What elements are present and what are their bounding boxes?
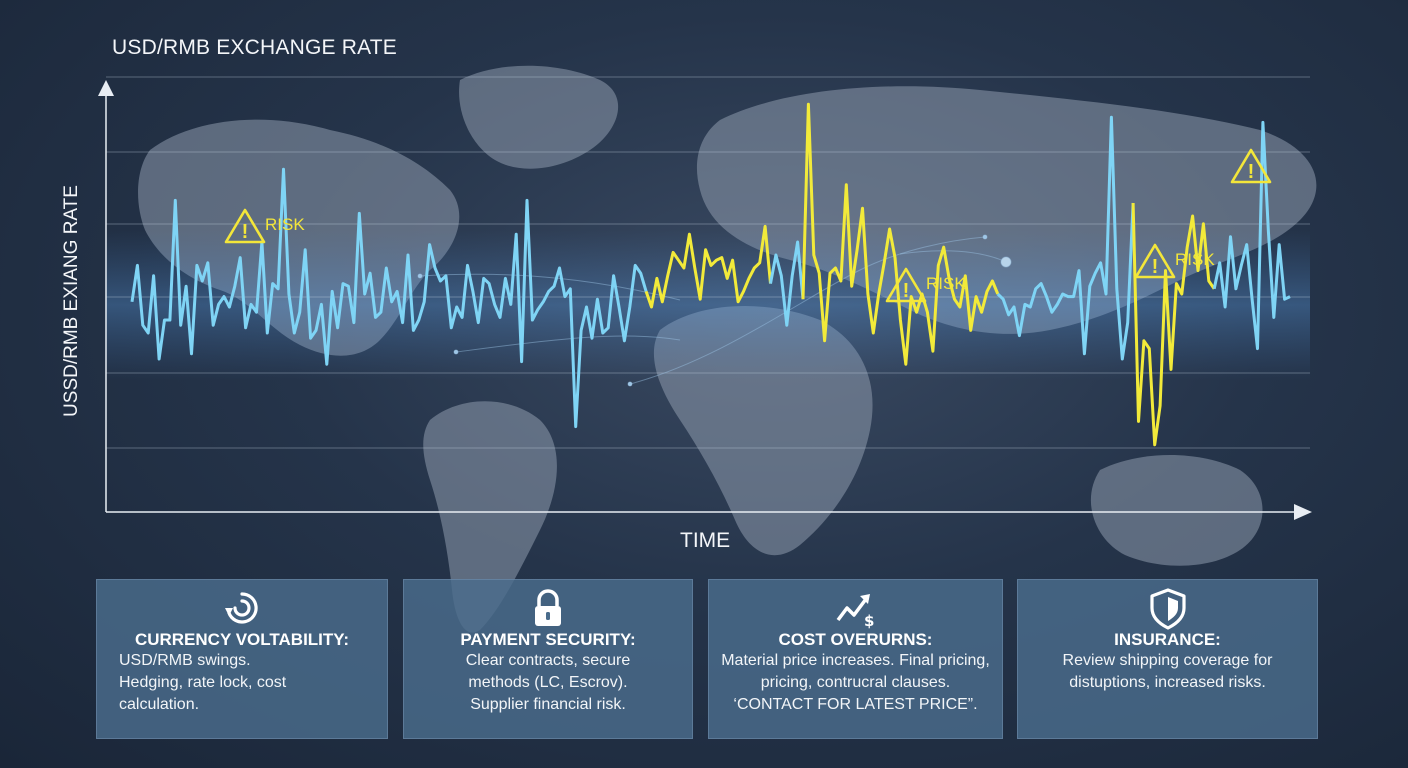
series-line [769, 240, 805, 327]
card-line: pricing, contrucral clauses. [760, 674, 951, 691]
risk-annotations: ! RISK! RISK! RISK! [224, 148, 1272, 303]
x-axis-label: TIME [680, 529, 731, 552]
card-line: distuptions, increased risks. [1069, 674, 1266, 691]
series-lines [130, 102, 1291, 447]
risk-label: RISK [926, 274, 966, 293]
card-cost-overruns: $ COST OVERURNS: Material price increase… [708, 579, 1003, 739]
risk-series-line [801, 102, 1000, 366]
trend-dollar-icon: $ [836, 594, 874, 630]
risk-label: RISK [1175, 250, 1215, 269]
card-title: COST OVERURNS: [778, 630, 933, 649]
card-line: ‘CONTACT FOR LATEST PRICE”. [733, 696, 978, 713]
lock-icon [535, 589, 561, 626]
info-cards: CURRENCY VOLTABILITY: USD/RMB swings. He… [96, 579, 1318, 739]
risk-series-line [644, 224, 772, 309]
warning-icon [1134, 243, 1176, 279]
card-currency-volatility: CURRENCY VOLTABILITY: USD/RMB swings. He… [96, 579, 388, 739]
chart-title: USD/RMB EXCHANGE RATE [112, 36, 398, 59]
card-title: INSURANCE: [1114, 630, 1221, 649]
card-line: methods (LC, Escrov). [468, 674, 628, 691]
warning-icon-mark: ! [1248, 161, 1255, 183]
shield-icon [1149, 588, 1186, 630]
warning-icon-mark: ! [242, 221, 249, 243]
series-line [996, 115, 1135, 361]
card-line: USD/RMB swings. [119, 652, 251, 669]
card-title: CURRENCY VOLTABILITY: [134, 630, 350, 649]
warning-icon-mark: ! [903, 280, 910, 302]
warning-icon [885, 267, 927, 303]
risk-label: RISK [265, 215, 305, 234]
card-line: Clear contracts, secure [465, 652, 631, 669]
warning-icon [224, 208, 266, 244]
warning-icon [1230, 148, 1272, 184]
card-line: Supplier financial risk. [470, 696, 626, 713]
y-axis-arrow [98, 80, 114, 96]
card-line: calculation. [119, 696, 200, 713]
x-axis-arrow [1294, 504, 1312, 520]
warning-icon-mark: ! [1152, 256, 1159, 278]
card-line: Review shipping coverage for [1062, 652, 1273, 669]
card-insurance: INSURANCE: Review shipping coverage for … [1017, 579, 1318, 739]
card-line: Hedging, rate lock, cost [119, 674, 287, 691]
series-line [1212, 120, 1291, 351]
card-title: PAYMENT SECURITY: [460, 630, 636, 649]
cycle-icon [225, 592, 258, 624]
y-axis-label: USSD/RMB EXIANG RATE [61, 185, 82, 417]
svg-text:$: $ [864, 612, 874, 630]
card-payment-security: PAYMENT SECURITY: Clear contracts, secur… [403, 579, 693, 739]
risk-series-line [1131, 202, 1216, 447]
card-line: Material price increases. Final pricing, [721, 652, 990, 669]
series-line [130, 167, 648, 429]
